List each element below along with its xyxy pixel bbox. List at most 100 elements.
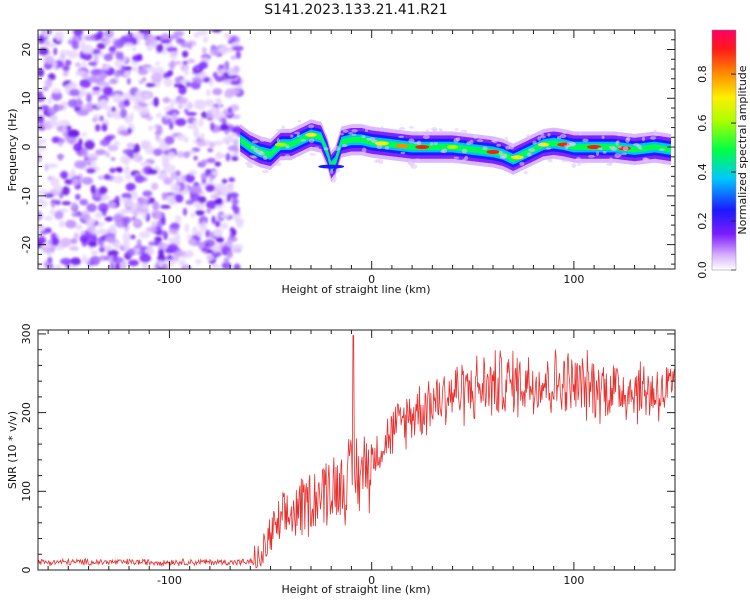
spectrogram-noise-blob — [45, 43, 56, 48]
spectrogram-noise-blob — [54, 210, 64, 220]
spectrogram-noise-blob — [166, 259, 176, 267]
spectrogram-noise-blob — [235, 50, 241, 59]
spectrogram-noise-blob — [195, 209, 205, 216]
spectrogram-noise-blob — [137, 196, 144, 203]
spectrogram-ridge-fuzz — [351, 133, 357, 136]
spectrogram-ridge-fuzz — [276, 138, 280, 144]
spectrogram-noise-blob — [55, 31, 65, 42]
spectrogram-ridge-fuzz — [578, 131, 583, 136]
spectrogram-noise-blob — [215, 97, 221, 104]
spectrogram-xtick-label: 0 — [368, 273, 375, 286]
spectrogram-noise-blob — [81, 132, 87, 138]
spectrogram-ridge-fuzz — [653, 132, 659, 137]
spectrogram-ridge-fuzz — [561, 159, 568, 163]
spectrogram-noise-blob — [214, 161, 222, 167]
spectrogram-noise-blob — [84, 103, 91, 110]
spectrogram-noise-blob — [132, 46, 137, 52]
spectrogram-noise-blob — [65, 219, 77, 229]
spectrogram-noise-blob — [101, 123, 108, 132]
spectrogram-noise-blob — [79, 87, 86, 97]
spectrogram-noise-blob — [71, 178, 80, 186]
spectrogram-noise-blob — [123, 42, 134, 47]
spectrogram-noise-blob — [95, 124, 101, 132]
spectrogram-noise-blob — [215, 153, 227, 158]
spectrogram-ridge-peak — [510, 155, 524, 160]
spectrogram-ridge-fuzz — [636, 144, 642, 148]
spectrogram-ridge-fuzz — [571, 163, 577, 168]
spectrogram-ylabel: Frequency (Hz) — [6, 109, 19, 192]
spectrogram-noise-blob — [43, 215, 54, 221]
spectrogram-noise-blob — [177, 150, 184, 159]
spectrogram-noise-blob — [175, 177, 181, 185]
spectrogram-noise-blob — [54, 104, 65, 111]
spectrogram-noise-blob — [71, 39, 79, 49]
spectrogram-noise-blob — [98, 81, 111, 87]
spectrogram-noise-blob — [225, 152, 231, 162]
spectrogram-noise-blob — [162, 263, 169, 269]
spectrogram-noise-blob — [163, 177, 174, 185]
spectrogram-ridge-fuzz — [587, 154, 595, 158]
spectrogram-noise-blob — [107, 249, 119, 257]
spectrogram-ridge-fuzz — [539, 132, 545, 136]
spectrogram-ridge-fuzz — [331, 179, 337, 183]
spectrogram-noise-blob — [74, 160, 87, 169]
spectrogram-noise-blob — [170, 222, 181, 230]
spectrogram-ridge-fuzz — [601, 135, 605, 140]
spectrogram-ridge-fuzz — [472, 134, 478, 139]
spectrogram-noise-blob — [188, 170, 198, 176]
spectrogram-noise-blob — [38, 146, 47, 151]
spectrogram-noise-blob — [98, 202, 109, 213]
spectrogram-noise-blob — [200, 132, 205, 141]
spectrogram-noise-blob — [150, 72, 163, 83]
spectrogram-ridge-fuzz — [351, 129, 358, 133]
spectrogram-ridge-fuzz — [323, 147, 329, 151]
spectrogram-noise-blob — [113, 39, 125, 49]
spectrogram-noise-blob — [193, 103, 202, 109]
spectrogram-noise-blob — [54, 264, 62, 269]
spectrogram-noise-blob — [88, 61, 97, 66]
spectrogram-noise-blob — [95, 149, 107, 156]
spectrogram-noise-blob — [125, 182, 136, 192]
spectrogram-noise-blob — [126, 248, 136, 257]
spectrogram-noise-blob — [201, 111, 207, 119]
spectrogram-noise-blob — [80, 210, 90, 221]
spectrogram-ridge-fuzz — [527, 152, 532, 157]
spectrogram-ridge-fuzz — [251, 140, 259, 144]
spectrogram-noise-blob — [190, 212, 196, 218]
spectrogram-ridge-fuzz — [476, 139, 484, 143]
spectrogram-noise-blob — [206, 157, 216, 164]
spectrogram-noise-blob — [48, 263, 54, 269]
spectrogram-noise-blob — [68, 82, 76, 90]
spectrogram-noise-blob — [178, 97, 189, 104]
spectrogram-noise-blob — [38, 189, 49, 196]
spectrogram-noise-blob — [146, 44, 153, 51]
spectrogram-noise-blob — [210, 122, 215, 131]
spectrogram-ridge-fuzz — [251, 159, 255, 165]
spectrogram-noise-blob — [82, 147, 88, 158]
spectrogram-noise-blob — [114, 262, 121, 269]
spectrogram-noise-blob — [169, 121, 174, 130]
spectrogram-ridge-peak — [305, 132, 317, 137]
spectrogram-noise-blob — [150, 182, 159, 191]
colorbar-tick-label: 0.0 — [696, 261, 709, 279]
spectrogram-noise-blob — [162, 72, 171, 79]
spectrogram-noise-blob — [137, 68, 149, 75]
spectrogram-noise-blob — [38, 68, 45, 77]
spectrogram-ridge-fuzz — [556, 136, 562, 140]
spectrogram-noise-blob — [98, 246, 106, 253]
spectrogram-noise-blob — [139, 231, 151, 239]
spectrogram-noise-blob — [42, 86, 49, 92]
spectrogram-noise-blob — [148, 66, 157, 74]
spectrogram-noise-blob — [233, 263, 241, 269]
spectrogram-noise-blob — [226, 250, 233, 259]
snr-series-line — [38, 335, 675, 569]
spectrogram-noise-blob — [61, 201, 72, 206]
spectrogram-noise-blob — [153, 148, 163, 156]
spectrogram-noise-blob — [193, 132, 200, 138]
spectrogram-noise-blob — [228, 88, 241, 95]
spectrogram-noise-blob — [198, 117, 204, 128]
spectrogram-noise-blob — [193, 155, 198, 161]
spectrogram-noise-blob — [227, 145, 239, 152]
spectrogram-noise-blob — [90, 184, 96, 195]
